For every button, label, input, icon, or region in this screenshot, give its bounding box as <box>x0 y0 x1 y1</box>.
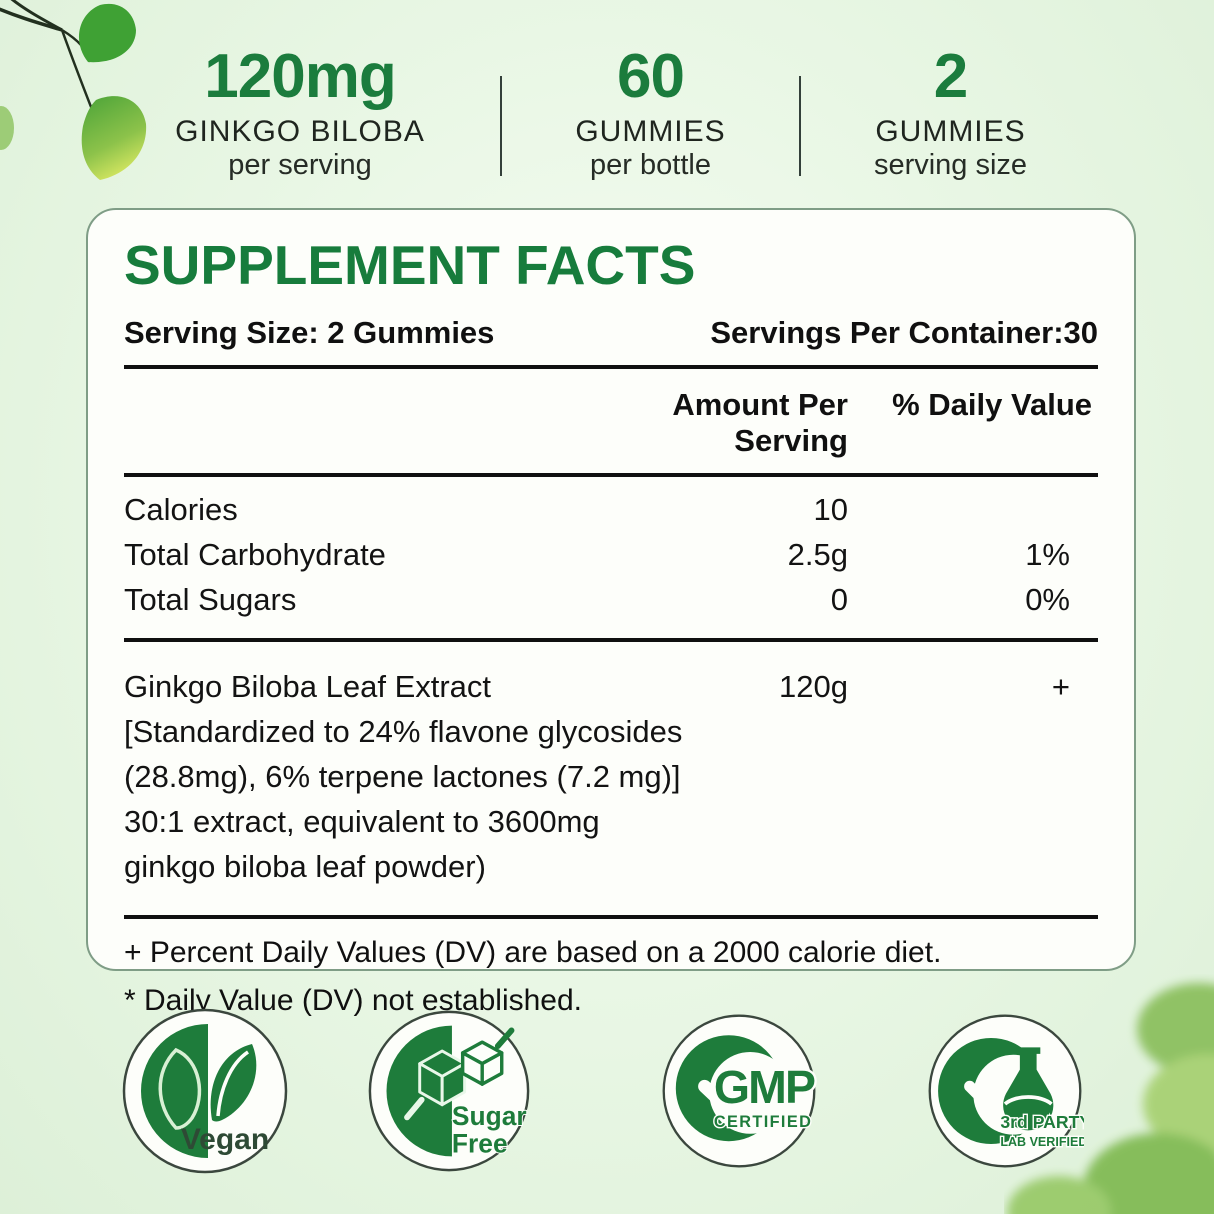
divider-rule <box>124 638 1098 642</box>
lab-verified-line2: LAB VERIFIED <box>1000 1135 1084 1149</box>
serving-size: Serving Size: 2 Gummies <box>124 315 495 350</box>
lab-verified-badge: 3rd PARTY LAB VERIFIED <box>926 1012 1084 1170</box>
header-stats: 120mg GINKGO BILOBA per serving 60 GUMMI… <box>100 44 1100 180</box>
stat-dose: 120mg GINKGO BILOBA per serving <box>100 44 500 180</box>
lab-verified-line1: 3rd PARTY <box>1000 1112 1084 1132</box>
column-header-dv: % Daily Value <box>892 387 1092 422</box>
stat-divider <box>500 76 502 176</box>
sugar-free-badge: Sugar Free <box>366 1008 532 1174</box>
serving-row: Serving Size: 2 Gummies Servings Per Con… <box>124 315 1098 351</box>
ingredient-block: Ginkgo Biloba Leaf Extract 120g + [Stand… <box>124 664 1098 889</box>
nutrient-label: Total Sugars <box>124 582 297 617</box>
panel-title: SUPPLEMENT FACTS <box>124 234 696 296</box>
stat-serving-value: 2 <box>933 42 968 111</box>
table-row-calories: Calories 10 <box>124 487 1098 532</box>
nutrient-rows: Calories 10 Total Carbohydrate 2.5g 1% T… <box>124 487 1098 622</box>
stat-dose-value: 120mg <box>204 42 396 111</box>
stat-dose-label: GINKGO BILOBA <box>175 115 425 149</box>
checkmark-icon <box>698 1059 754 1108</box>
watercolor-leaves-decoration <box>1007 983 1214 1214</box>
ingredient-detail-line: 30:1 extract, equivalent to 3600mg <box>124 804 600 839</box>
ginkgo-leaves-decoration <box>0 0 147 180</box>
ingredient-dv: + <box>1051 669 1070 704</box>
table-row-ginkgo-extract: Ginkgo Biloba Leaf Extract 120g + <box>124 664 1098 709</box>
ingredient-amount: 120g <box>779 669 848 704</box>
ingredient-detail-line: ginkgo biloba leaf powder) <box>124 849 486 884</box>
ingredient-label: Ginkgo Biloba Leaf Extract <box>124 669 492 704</box>
stat-count: 60 GUMMIES per bottle <box>502 44 799 180</box>
gmp-certified-badge: GMP CERTIFIED <box>660 1012 818 1170</box>
footnote-dv-basis: + Percent Daily Values (DV) are based on… <box>124 936 942 969</box>
leaf-icon <box>210 1044 257 1122</box>
ingredient-detail-line: [Standardized to 24% flavone glycosides <box>124 714 683 749</box>
sugar-free-label-line1: Sugar <box>452 1101 527 1131</box>
gmp-title: GMP <box>714 1061 815 1113</box>
stat-serving-sublabel: serving size <box>873 149 1028 182</box>
nutrient-label: Total Carbohydrate <box>124 537 386 572</box>
stat-count-label: GUMMIES <box>575 115 726 149</box>
vegan-badge: Vegan <box>120 1006 290 1176</box>
table-row-carbohydrate: Total Carbohydrate 2.5g 1% <box>124 532 1098 577</box>
sugar-cube-outline-icon <box>460 1027 515 1086</box>
nutrient-dv: 1% <box>1025 537 1070 572</box>
servings-per-container: Servings Per Container:30 <box>710 315 1098 350</box>
nutrient-dv: 0% <box>1025 582 1070 617</box>
sugar-free-label-line2: Free <box>452 1129 508 1159</box>
nutrient-label: Calories <box>124 492 238 527</box>
leaf-vein <box>216 1050 250 1117</box>
nutrient-amount: 0 <box>830 582 848 617</box>
stat-count-value: 60 <box>617 42 685 111</box>
stat-count-sublabel: per bottle <box>590 149 711 182</box>
sugar-cube-icon <box>404 1049 467 1121</box>
nutrient-amount: 10 <box>813 492 848 527</box>
stat-serving-label: GUMMIES <box>875 115 1026 149</box>
divider-rule <box>124 915 1098 919</box>
leaf-outline-icon <box>158 1047 202 1130</box>
supplement-facts-panel: SUPPLEMENT FACTS Serving Size: 2 Gummies… <box>86 208 1136 1017</box>
column-header-row: Amount Per Serving % Daily Value <box>124 387 1098 459</box>
divider-rule <box>124 365 1098 369</box>
column-header-amount: Amount Per Serving <box>672 387 848 458</box>
vegan-badge-label: Vegan <box>181 1123 269 1156</box>
stat-divider <box>799 76 801 176</box>
stat-serving: 2 GUMMIES serving size <box>801 44 1100 180</box>
gmp-subtitle: CERTIFIED <box>714 1113 812 1131</box>
footnotes: + Percent Daily Values (DV) are based on… <box>124 929 1098 1025</box>
badge-half-disk <box>141 1024 208 1158</box>
checkmark-icon <box>964 1062 1013 1105</box>
nutrient-amount: 2.5g <box>787 537 848 572</box>
ingredient-detail-line: (28.8mg), 6% terpene lactones (7.2 mg)] <box>124 759 681 794</box>
table-row-sugars: Total Sugars 0 0% <box>124 577 1098 622</box>
stat-dose-sublabel: per serving <box>228 149 372 182</box>
divider-rule <box>124 473 1098 477</box>
flask-icon <box>1003 1047 1054 1131</box>
